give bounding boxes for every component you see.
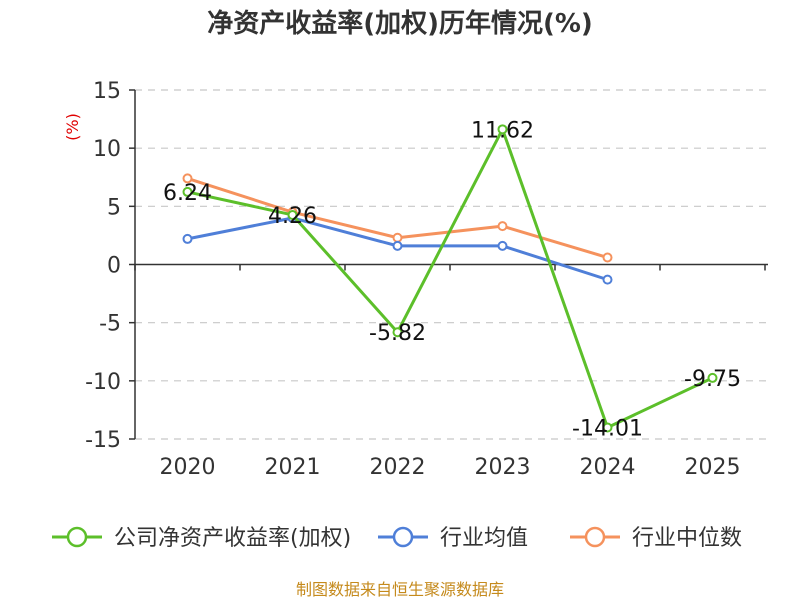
data-label-2023: 11.62: [471, 118, 534, 143]
y-tick-label: -15: [85, 428, 121, 453]
data-label-2025: -9.75: [684, 367, 741, 392]
legend-marker-1: [392, 526, 414, 548]
series-2-point-2020: [182, 173, 193, 184]
y-axis-unit-label: (%): [63, 113, 82, 141]
series-line-0: [186, 127, 714, 429]
data-labels: 6.24 4.26 -5.82 11.62 -14.01 -9.75: [163, 118, 741, 441]
series-lines: [182, 124, 718, 433]
data-label-2024: -14.01: [572, 416, 643, 441]
series-1-point-2022: [392, 240, 403, 251]
chart-title: 净资产收益率(加权)历年情况(%): [207, 8, 593, 39]
y-tick-label: -10: [85, 370, 121, 395]
grid-lines: [135, 89, 768, 440]
data-label-2021: 4.26: [268, 204, 317, 229]
legend-item-1[interactable]: 行业均值: [378, 526, 528, 551]
y-tick-label: 15: [93, 79, 121, 104]
axes: 15 10 5 0 -5 -10 -15 2020 2021 2022 2023 2024 2025: [85, 79, 768, 480]
x-tick-label-2025: 2025: [685, 455, 741, 480]
x-tick-label-2023: 2023: [475, 455, 531, 480]
x-tick-label-2022: 2022: [370, 455, 426, 480]
y-tick-label: 10: [93, 137, 121, 162]
series-0-point-2023: [497, 124, 508, 135]
series-2-point-2022: [392, 232, 403, 243]
series-2-point-2023: [497, 221, 508, 232]
legend-item-2[interactable]: 行业中位数: [570, 526, 742, 551]
data-source-note: 制图数据来自恒生聚源数据库: [296, 580, 504, 599]
legend-item-0[interactable]: 公司净资产收益率(加权): [52, 526, 351, 551]
y-tick-label: 5: [107, 195, 121, 220]
legend-label-2: 行业中位数: [632, 526, 742, 551]
series-1-point-2023: [497, 240, 508, 251]
data-label-2022: -5.82: [369, 321, 426, 346]
x-tick-label-2020: 2020: [160, 455, 216, 480]
legend-marker-2: [584, 526, 606, 548]
legend-marker-0: [66, 526, 88, 548]
series-2-point-2024: [602, 252, 613, 263]
data-label-2020: 6.24: [163, 181, 212, 206]
series-0-point-2022: [392, 327, 403, 338]
x-tick-label-2024: 2024: [580, 455, 636, 480]
legend-label-0: 公司净资产收益率(加权): [114, 526, 351, 551]
legend-label-1: 行业均值: [440, 526, 528, 551]
series-0-point-2025: [707, 372, 718, 383]
series-0-point-2021: [287, 209, 298, 220]
y-tick-label: 0: [107, 254, 121, 279]
x-tick-label-2021: 2021: [265, 455, 321, 480]
series-1-point-2024: [602, 274, 613, 285]
y-tick-label: -5: [99, 312, 121, 337]
series-0-point-2020: [182, 186, 193, 197]
series-1-point-2020: [182, 233, 193, 244]
series-0-point-2024: [602, 422, 613, 433]
legend[interactable]: 公司净资产收益率(加权) 行业均值 行业中位数: [52, 526, 742, 551]
